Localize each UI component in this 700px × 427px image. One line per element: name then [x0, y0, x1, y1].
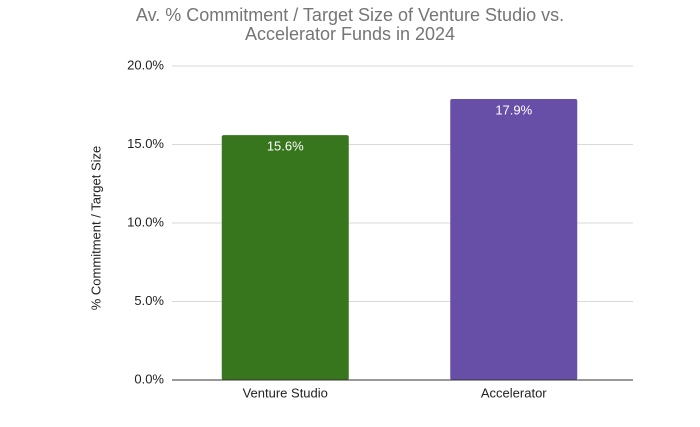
x-tick-label: Venture Studio: [243, 385, 328, 400]
x-tick-label: Accelerator: [481, 385, 547, 400]
value-label: 17.9%: [495, 102, 532, 117]
y-tick-label: 10.0%: [127, 214, 164, 229]
bar: [450, 98, 578, 380]
bar: [221, 135, 349, 380]
y-tick-label: 15.0%: [127, 136, 164, 151]
y-tick-label: 5.0%: [134, 293, 164, 308]
y-tick-label: 0.0%: [134, 371, 164, 386]
chart-title: Av. % Commitment / Target Size of Ventur…: [135, 5, 565, 44]
value-label: 15.6%: [267, 139, 304, 154]
y-axis-label: % Commitment / Target Size: [88, 146, 103, 310]
y-tick-label: 20.0%: [127, 57, 164, 72]
